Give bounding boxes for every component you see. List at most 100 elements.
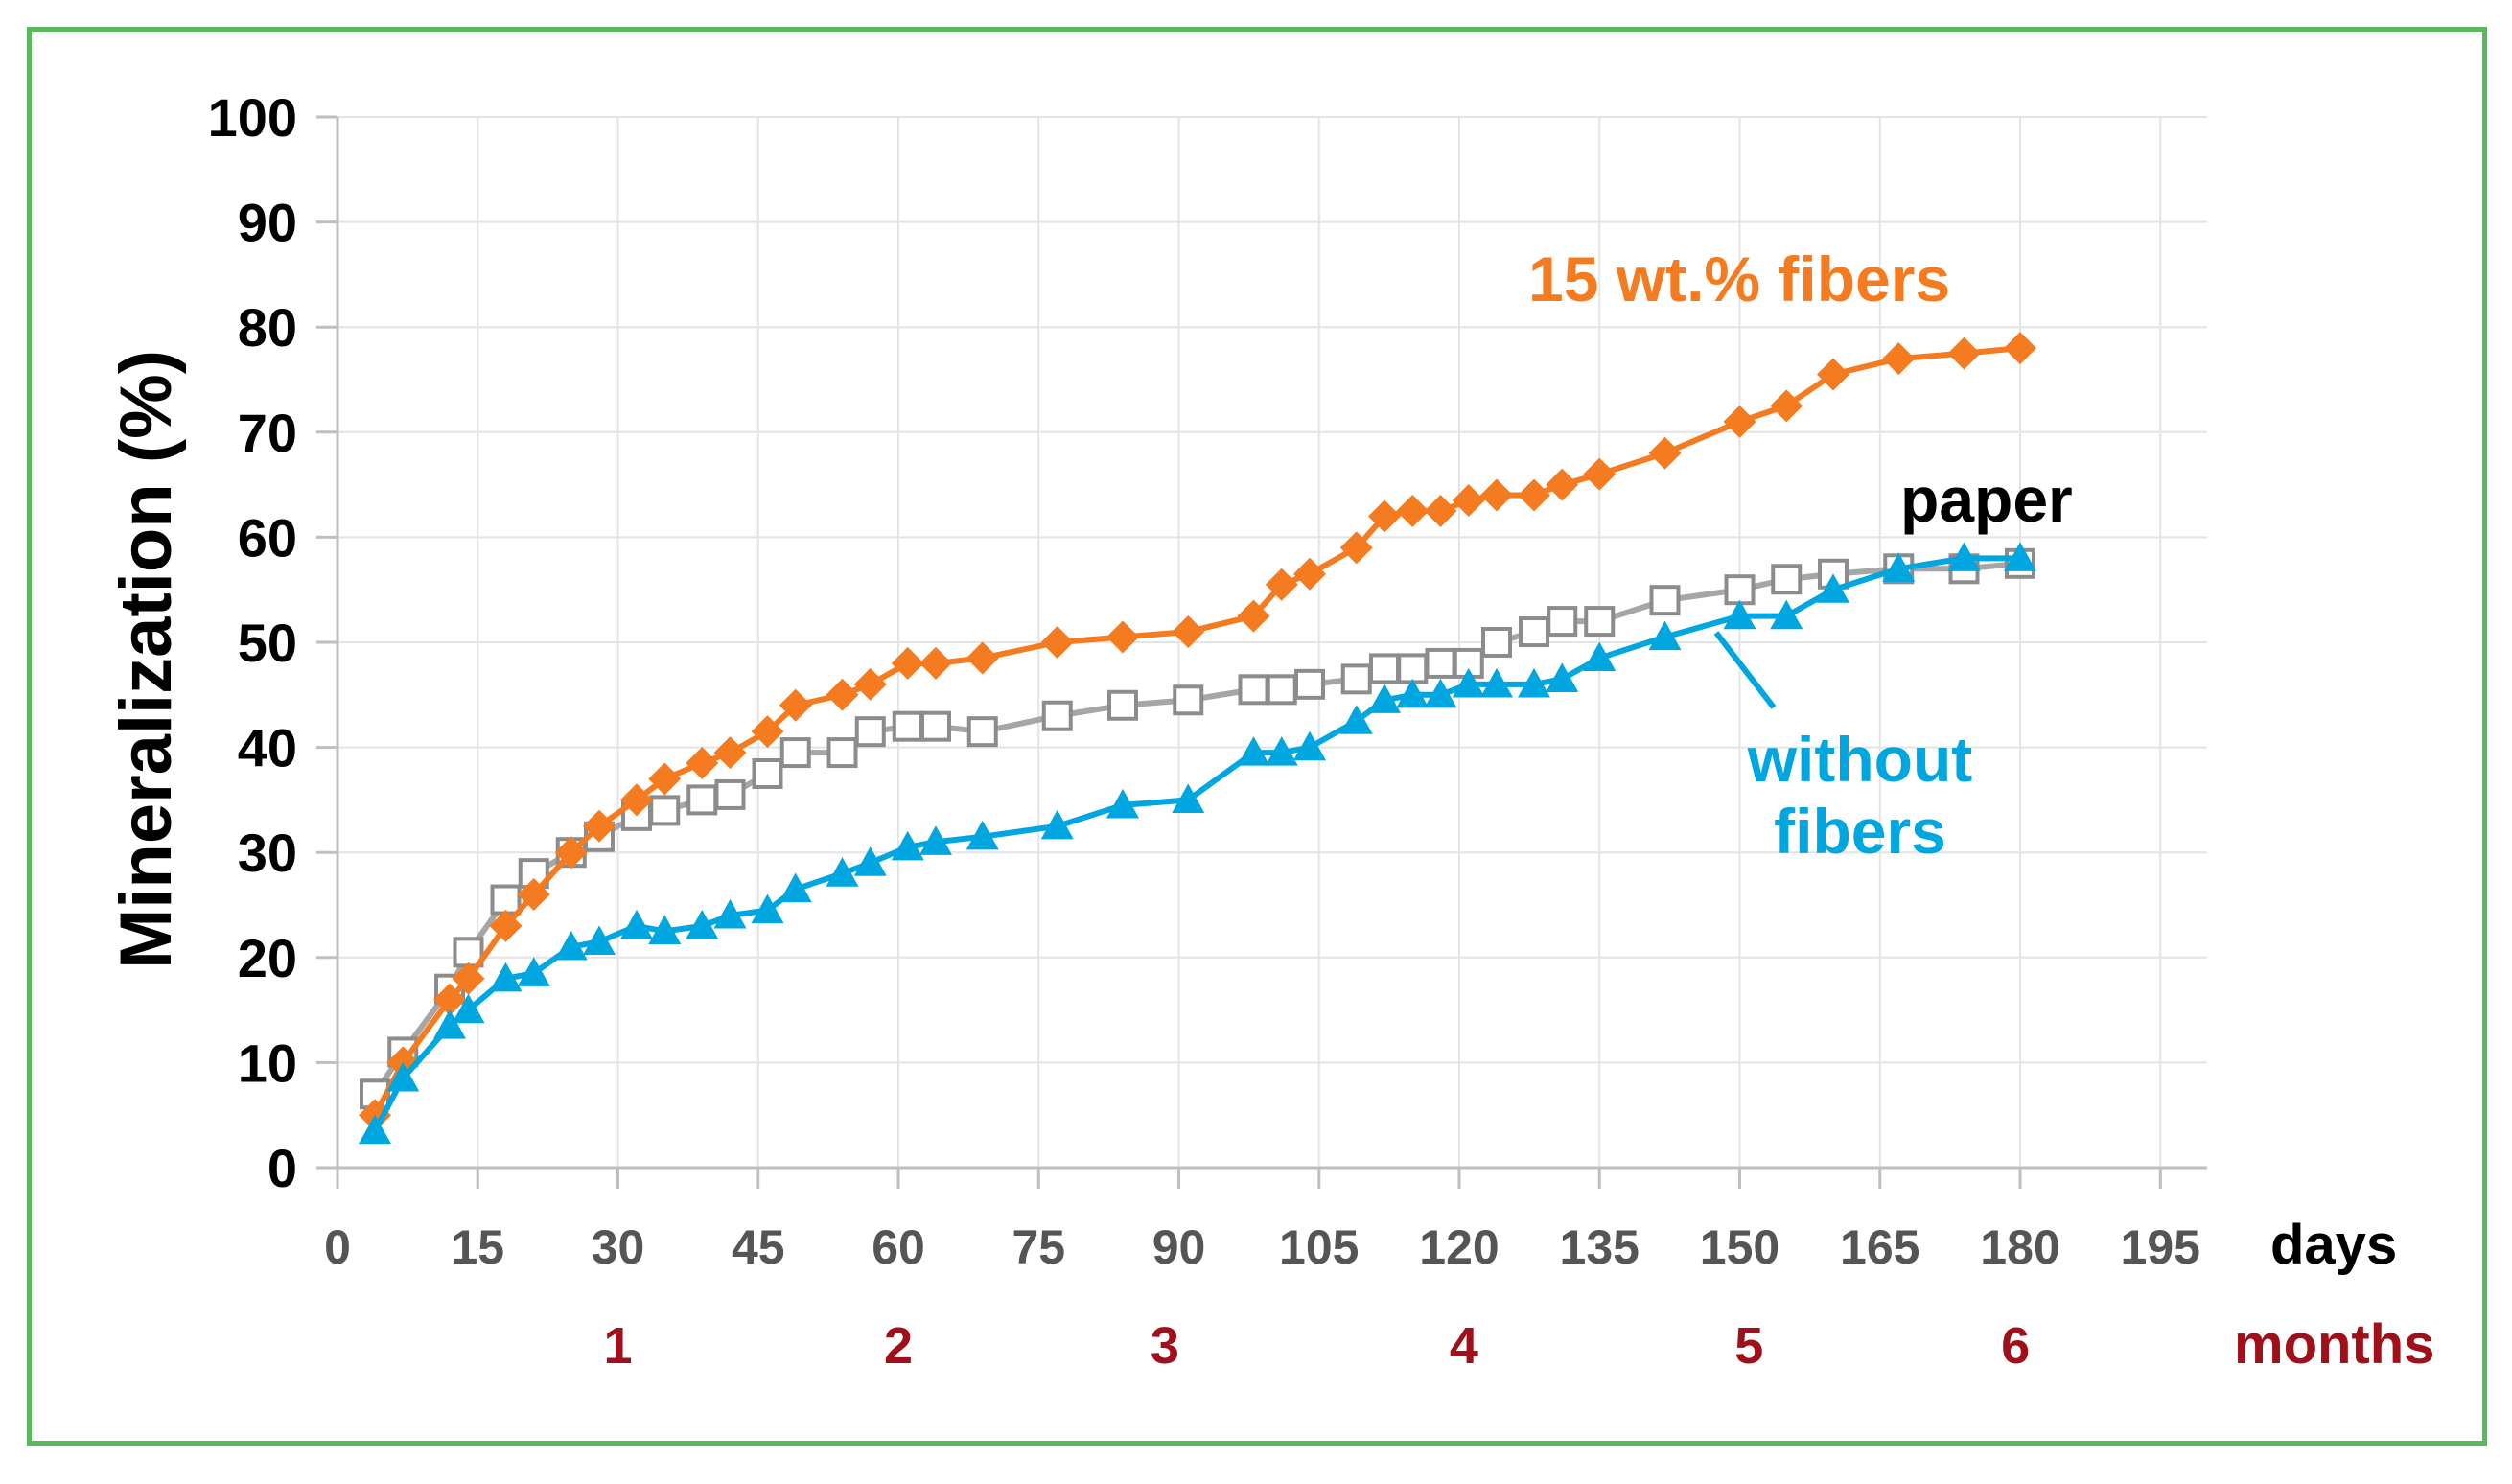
x-tick-label: 150 [1700,1220,1779,1274]
point-15-wt-fibers [1452,484,1485,518]
point-15-wt-fibers [919,646,952,680]
x-tick-label: 75 [1012,1220,1065,1274]
point-without-fibers [1293,730,1326,761]
point-without-fibers [433,1009,466,1039]
point-without-fibers [1106,788,1139,819]
point-without-fibers [583,925,616,955]
annotation-15wt-fibers: 15 wt.% fibers [1528,243,1950,314]
annotation-without-fibers-line1: without [1747,724,1973,795]
point-15-wt-fibers [1480,478,1513,512]
point-15-wt-fibers [1396,495,1430,527]
point-without-fibers [1723,599,1756,630]
point-15-wt-fibers [1368,499,1401,533]
point-15-wt-fibers [686,747,719,780]
point-15-wt-fibers [489,909,523,942]
point-paper [1369,653,1400,684]
point-without-fibers [620,909,653,939]
point-without-fibers [1339,705,1373,734]
point-without-fibers [751,893,784,924]
point-paper [1425,647,1456,679]
labels: Mineralization (%) days months 15 wt.% f… [105,243,2434,1376]
point-paper [1724,574,1756,606]
y-tick-label: 50 [238,613,297,673]
point-paper [1340,663,1372,695]
y-tick-label: 30 [238,823,297,883]
point-paper [714,778,746,810]
x-tick-label: 120 [1419,1220,1499,1274]
point-15-wt-fibers [1947,336,1981,370]
point-without-fibers [853,846,887,876]
point-15-wt-fibers [1106,620,1139,654]
point-without-fibers [2004,542,2036,571]
y-tick-label: 80 [238,297,297,358]
point-without-fibers [1452,667,1485,698]
point-without-fibers [1518,667,1550,698]
point-paper [649,795,681,826]
x-tick-label: 15 [451,1220,504,1274]
point-without-fibers [359,1114,391,1145]
point-paper [1547,606,1578,638]
x-tick-label: 165 [1840,1220,1919,1274]
y-tick-label: 70 [238,403,297,463]
point-without-fibers [686,909,719,939]
point-without-fibers [386,1061,420,1092]
point-paper [1649,585,1681,616]
point-15-wt-fibers [1882,342,1916,376]
month-tick-label: 5 [1734,1317,1763,1375]
point-15-wt-fibers [1770,389,1803,423]
x-tick-label: 135 [1560,1220,1640,1274]
point-paper [1771,564,1803,595]
x-tick-label: 195 [2121,1220,2200,1274]
point-15-wt-fibers [1040,626,1074,659]
x-tick-label: 45 [732,1220,785,1274]
point-paper [1266,674,1297,706]
point-15-wt-fibers [583,809,616,843]
y-tick-label: 0 [267,1138,297,1198]
y-tick-label: 60 [238,507,297,568]
point-without-fibers [489,962,523,992]
point-paper [966,716,998,748]
point-paper [490,884,522,916]
point-paper [1107,689,1138,721]
point-without-fibers [1583,641,1617,672]
point-paper [826,737,858,769]
x-tick-label: 30 [592,1220,645,1274]
point-paper [1238,674,1269,706]
point-15-wt-fibers [713,736,747,770]
point-15-wt-fibers [620,783,653,817]
x-axis-label-days: days [2270,1214,2397,1276]
point-without-fibers [648,915,682,944]
point-15-wt-fibers [517,878,550,912]
point-15-wt-fibers [1518,478,1550,512]
point-15-wt-fibers [554,836,588,870]
point-paper [854,716,886,748]
point-without-fibers [1368,684,1401,713]
point-paper [1584,606,1616,638]
point-15-wt-fibers [1817,358,1849,391]
point-paper [1173,684,1204,716]
month-tick-label: 2 [884,1317,913,1375]
point-paper [1294,668,1325,700]
point-paper [1519,616,1549,648]
point-15-wt-fibers [1648,436,1682,470]
point-without-fibers [919,825,952,855]
point-15-wt-fibers [1172,615,1205,649]
point-without-fibers [1546,662,1579,692]
point-paper [752,758,783,789]
point-without-fibers [1040,809,1074,840]
point-15-wt-fibers [853,667,887,701]
point-15-wt-fibers [433,983,466,1016]
point-paper [920,710,951,742]
figure-frame [27,27,2487,1446]
month-tick-label: 4 [1450,1317,1478,1375]
point-without-fibers [554,930,588,961]
point-15-wt-fibers [965,641,999,675]
x-tick-label: 0 [324,1220,351,1274]
point-without-fibers [1648,620,1682,651]
x-tick-label: 105 [1279,1220,1359,1274]
point-15-wt-fibers [779,688,812,722]
y-tick-label: 90 [238,193,297,253]
x-axis-label-months: months [2234,1313,2434,1376]
